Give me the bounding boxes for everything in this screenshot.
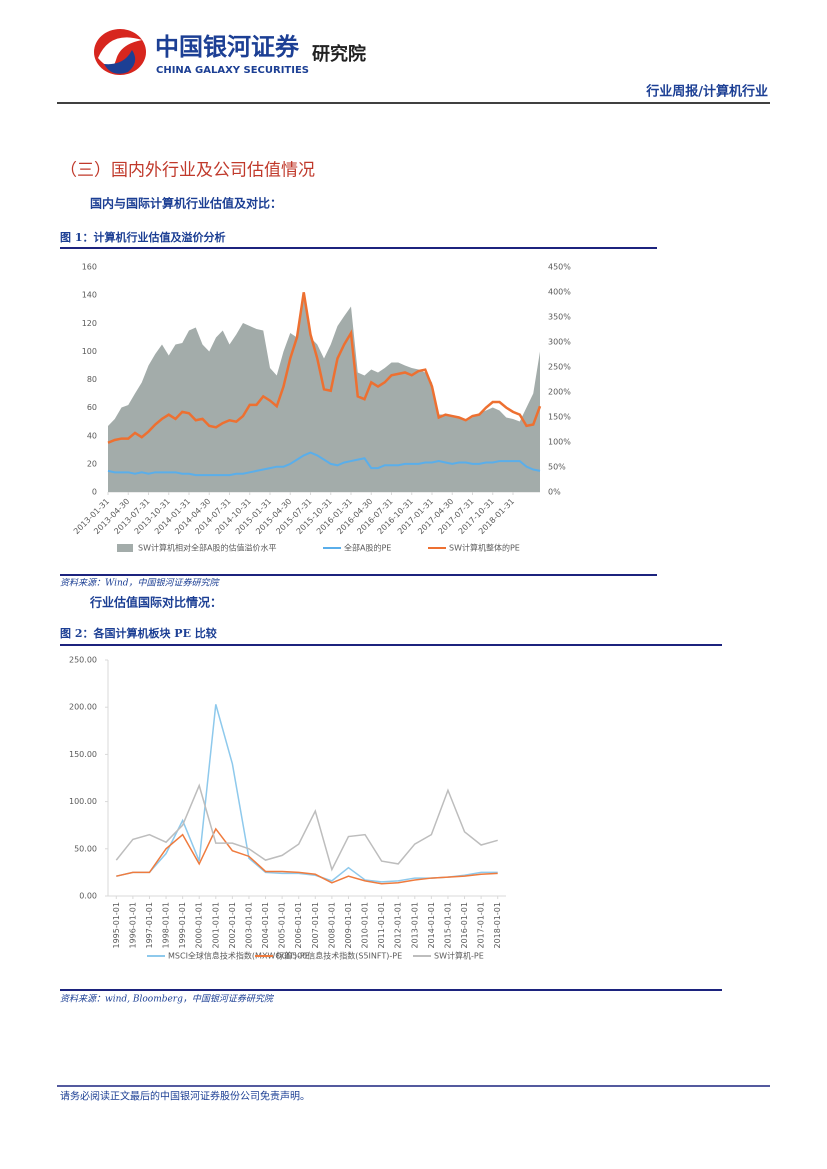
y2-tick-label: 350%: [548, 313, 571, 322]
y2-tick-label: 0%: [548, 488, 561, 497]
legend-swatch: [117, 544, 133, 552]
area: [108, 298, 540, 492]
y-tick-label: 250.00: [69, 656, 97, 665]
legend-label: 全部A股的PE: [344, 543, 391, 553]
x-tick-label: 2000-01-01: [195, 902, 204, 949]
x-tick-label: 2018-01-01: [493, 902, 502, 949]
y2-tick-label: 400%: [548, 288, 571, 297]
line: [116, 704, 498, 883]
x-tick-label: 2006-01-01: [294, 902, 303, 949]
x-tick-label: 2005-01-01: [278, 902, 287, 949]
logo: [94, 29, 146, 75]
y-tick-label: 160: [82, 263, 97, 272]
y-tick-label: 60: [87, 403, 97, 412]
footer: 请务必阅读正文最后的中国银河证券股份公司免责声明。: [60, 1090, 310, 1103]
x-tick-label: 1999-01-01: [178, 902, 187, 949]
y2-tick-label: 250%: [548, 363, 571, 372]
logo-en: CHINA GALAXY SECURITIES: [156, 65, 309, 76]
y-tick-label: 0.00: [79, 892, 97, 901]
legend-label: MSCI全球信息技术指数(MXWO0IT)-PE: [168, 951, 310, 961]
y-tick-label: 80: [87, 375, 97, 384]
x-tick-label: 2002-01-01: [228, 902, 237, 949]
report-type: 行业周报/计算机行业: [645, 84, 768, 100]
x-tick-label: 2008-01-01: [327, 902, 336, 949]
line: [107, 451, 541, 477]
institute: 研究院: [312, 43, 366, 65]
y-tick-label: 40: [87, 431, 97, 440]
y2-tick-label: 300%: [548, 338, 571, 347]
line: [115, 783, 498, 872]
legend-label: SW计算机整体的PE: [449, 543, 520, 553]
subheading: 行业估值国际对比情况：: [89, 595, 222, 610]
y2-tick-label: 100%: [548, 438, 571, 447]
y-tick-label: 50.00: [74, 844, 97, 853]
y-tick-label: 120: [82, 319, 97, 328]
logo-cn: 中国银河证券: [155, 33, 300, 61]
section-title: （三）国内外行业及公司估值情况: [60, 161, 315, 181]
legend-label: 标普500信息技术指数(S5INFT)-PE: [276, 951, 402, 961]
x-tick-label: 2009-01-01: [344, 902, 353, 949]
figure-source: 资料来源：wind, Bloomberg，中国银河证券研究院: [60, 994, 275, 1005]
x-tick-label: 2001-01-01: [211, 902, 220, 949]
x-tick-label: 1996-01-01: [128, 902, 137, 949]
x-tick-label: 1995-01-01: [112, 902, 121, 949]
x-tick-label: 2011-01-01: [377, 902, 386, 949]
x-tick-label: 1998-01-01: [162, 902, 171, 949]
subheading: 国内与国际计算机行业估值及对比：: [90, 196, 282, 211]
y-tick-label: 0: [92, 488, 97, 497]
y-tick-label: 100.00: [69, 797, 97, 806]
y-tick-label: 100: [82, 347, 97, 356]
x-tick-label: 2012-01-01: [394, 902, 403, 949]
x-tick-label: 2016-01-01: [460, 902, 469, 949]
figure-title: 图 2：各国计算机板块 PE 比较: [60, 626, 217, 640]
x-tick-label: 2015-01-01: [443, 902, 452, 949]
x-tick-label: 2010-01-01: [361, 902, 370, 949]
line: [116, 827, 498, 885]
x-tick-label: 2003-01-01: [244, 902, 253, 949]
y-tick-label: 140: [82, 291, 97, 300]
y-tick-label: 20: [87, 459, 97, 468]
figure-source: 资料来源：Wind，中国银河证券研究院: [60, 578, 221, 589]
x-tick-label: 2017-01-01: [477, 902, 486, 949]
legend-label: SW计算机相对全部A股的估值溢价水平: [138, 543, 276, 553]
x-tick-label: 2014-01-01: [427, 902, 436, 949]
x-tick-label: 2007-01-01: [311, 902, 320, 949]
line: [107, 292, 542, 444]
y-tick-label: 200.00: [69, 703, 97, 712]
x-tick-label: 2004-01-01: [261, 902, 270, 949]
y2-tick-label: 200%: [548, 388, 571, 397]
y2-tick-label: 50%: [548, 463, 566, 472]
y2-tick-label: 150%: [548, 413, 571, 422]
x-tick-label: 2013-01-01: [410, 902, 419, 949]
y2-tick-label: 450%: [548, 263, 571, 272]
figure-title: 图 1：计算机行业估值及溢价分析: [60, 230, 225, 244]
y-tick-label: 150.00: [69, 750, 97, 759]
x-tick-label: 1997-01-01: [145, 902, 154, 949]
legend-label: SW计算机-PE: [434, 951, 484, 961]
